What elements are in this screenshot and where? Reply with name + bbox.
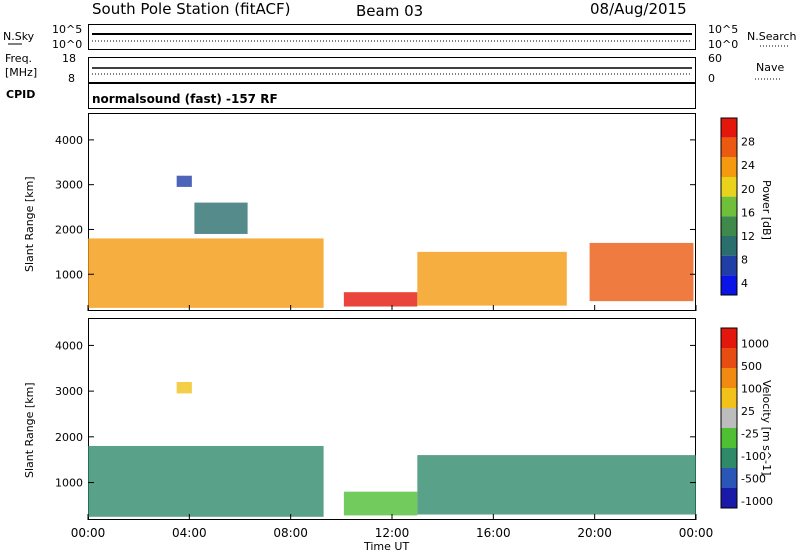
velocity-panel-colorbar-tick-5: -100 [741,450,766,463]
velocity-panel-colorbar-tick-7: -1000 [741,495,773,508]
velocity-panel-colorbar-seg-0 [721,328,737,348]
power-panel-colorbar-tick-3: 16 [741,206,755,219]
velocity-panel-colorbar-seg-8 [721,488,737,508]
power-panel-colorbar-seg-5 [721,216,737,236]
cpid-text: normalsound (fast) -157 RF [92,92,278,106]
time-tick-label-6: 00:00 [679,526,714,540]
nsky-panel [88,24,696,50]
power-panel-colorbar-seg-6 [721,236,737,256]
velocity-panel-colorbar-tick-2: 100 [741,382,762,395]
velocity-panel-colorbar-seg-2 [721,368,737,388]
velocity-panel-colorbar-tick-1: 500 [741,360,762,373]
power-panel-ytick-label-2: 3000 [55,179,83,192]
time-tick-label-1: 04:00 [172,526,207,540]
power-panel-colorbar-seg-0 [721,118,737,138]
velocity-panel-ytick-label-1: 2000 [55,431,83,444]
velocity-panel-colorbar-seg-5 [721,428,737,448]
station-title: South Pole Station (fitACF) [92,0,291,18]
velocity-panel-ytick-label-3: 4000 [55,339,83,352]
nave-tick-top: 60 [708,52,722,65]
freq-unit-label: [MHz] [5,66,38,79]
velocity-panel-colorbar-seg-3 [721,388,737,408]
velocity-panel-colorbar-tick-0: 1000 [741,337,769,350]
time-tick-label-3: 12:00 [375,526,410,540]
velocity-panel-region-0 [88,445,324,517]
velocity-panel-ytick-label-0: 1000 [55,477,83,490]
velocity-panel-colorbar-seg-7 [721,468,737,488]
power-panel-ytick-label-0: 1000 [55,268,83,281]
power-panel-colorbar-frame [720,117,738,296]
power-panel-colorbar-seg-2 [721,157,737,177]
power-panel-ytick-label-3: 4000 [55,134,83,147]
freq-tick-top: 18 [62,52,76,65]
velocity-panel-region-2 [343,491,418,516]
time-tick-label-2: 08:00 [273,526,308,540]
power-panel-colorbar-tick-5: 8 [741,254,748,267]
nsearch-tick-bottom: 10^0 [708,38,739,51]
velocity-panel-colorbar-tick-6: -500 [741,472,766,485]
nsky-tick-top: 10^5 [52,23,83,36]
power-panel-colorbar-tick-2: 20 [741,183,755,196]
time-tick-label-4: 16:00 [476,526,511,540]
power-panel-region-4 [417,251,567,306]
time-tick-label-0: 00:00 [71,526,106,540]
power-panel-colorbar-seg-1 [721,137,737,158]
velocity-panel-colorbar-seg-1 [721,348,737,368]
time-axis-label: Time UT [364,540,410,553]
nave-label: Nave [756,61,785,74]
date-label: 08/Aug/2015 [590,0,687,18]
velocity-panel-region-3 [417,455,696,515]
time-tick-label-5: 20:00 [577,526,612,540]
freq-tick-bottom: 8 [68,72,75,85]
nsky-tick-bottom: 10^0 [52,38,83,51]
power-panel-colorbar-tick-6: 4 [741,277,748,290]
power-panel-colorbar-seg-3 [721,177,737,197]
freq-label: Freq. [5,52,33,65]
power-panel-colorbar-seg-7 [721,255,737,276]
velocity-panel-colorbar-tick-3: 25 [741,405,755,418]
power-panel-colorbar-tick-1: 24 [741,159,755,172]
freq-panel [88,57,696,83]
cpid-label: CPID [6,88,36,101]
velocity-panel-colorbar-seg-6 [721,448,737,468]
velocity-panel-colorbar-frame [720,327,738,509]
beam-label: Beam 03 [356,2,424,20]
power-panel-region-0 [88,238,324,308]
power-panel-region-5 [589,242,694,302]
nsearch-tick-top: 10^5 [708,23,739,36]
velocity-panel-ytick-label-2: 3000 [55,385,83,398]
velocity-panel-region-1 [176,381,192,394]
power-panel-region-1 [176,175,192,187]
power-panel-colorbar-tick-4: 12 [741,230,755,243]
nsearch-label: N.Search [747,30,797,43]
power-panel-colorbar-seg-4 [721,196,737,217]
velocity-panel-colorbar-tick-4: -25 [741,427,759,440]
velocity-panel-colorbar-seg-4 [721,408,737,428]
cpid-panel [88,83,696,109]
power-panel-colorbar-seg-8 [721,275,737,295]
nave-tick-bottom: 0 [708,72,715,85]
power-panel-ytick-label-1: 2000 [55,223,83,236]
power-panel-region-2 [194,202,248,234]
nsky-label: N.Sky [3,30,35,43]
power-panel-colorbar-tick-0: 28 [741,136,755,149]
power-panel-region-3 [343,292,418,307]
